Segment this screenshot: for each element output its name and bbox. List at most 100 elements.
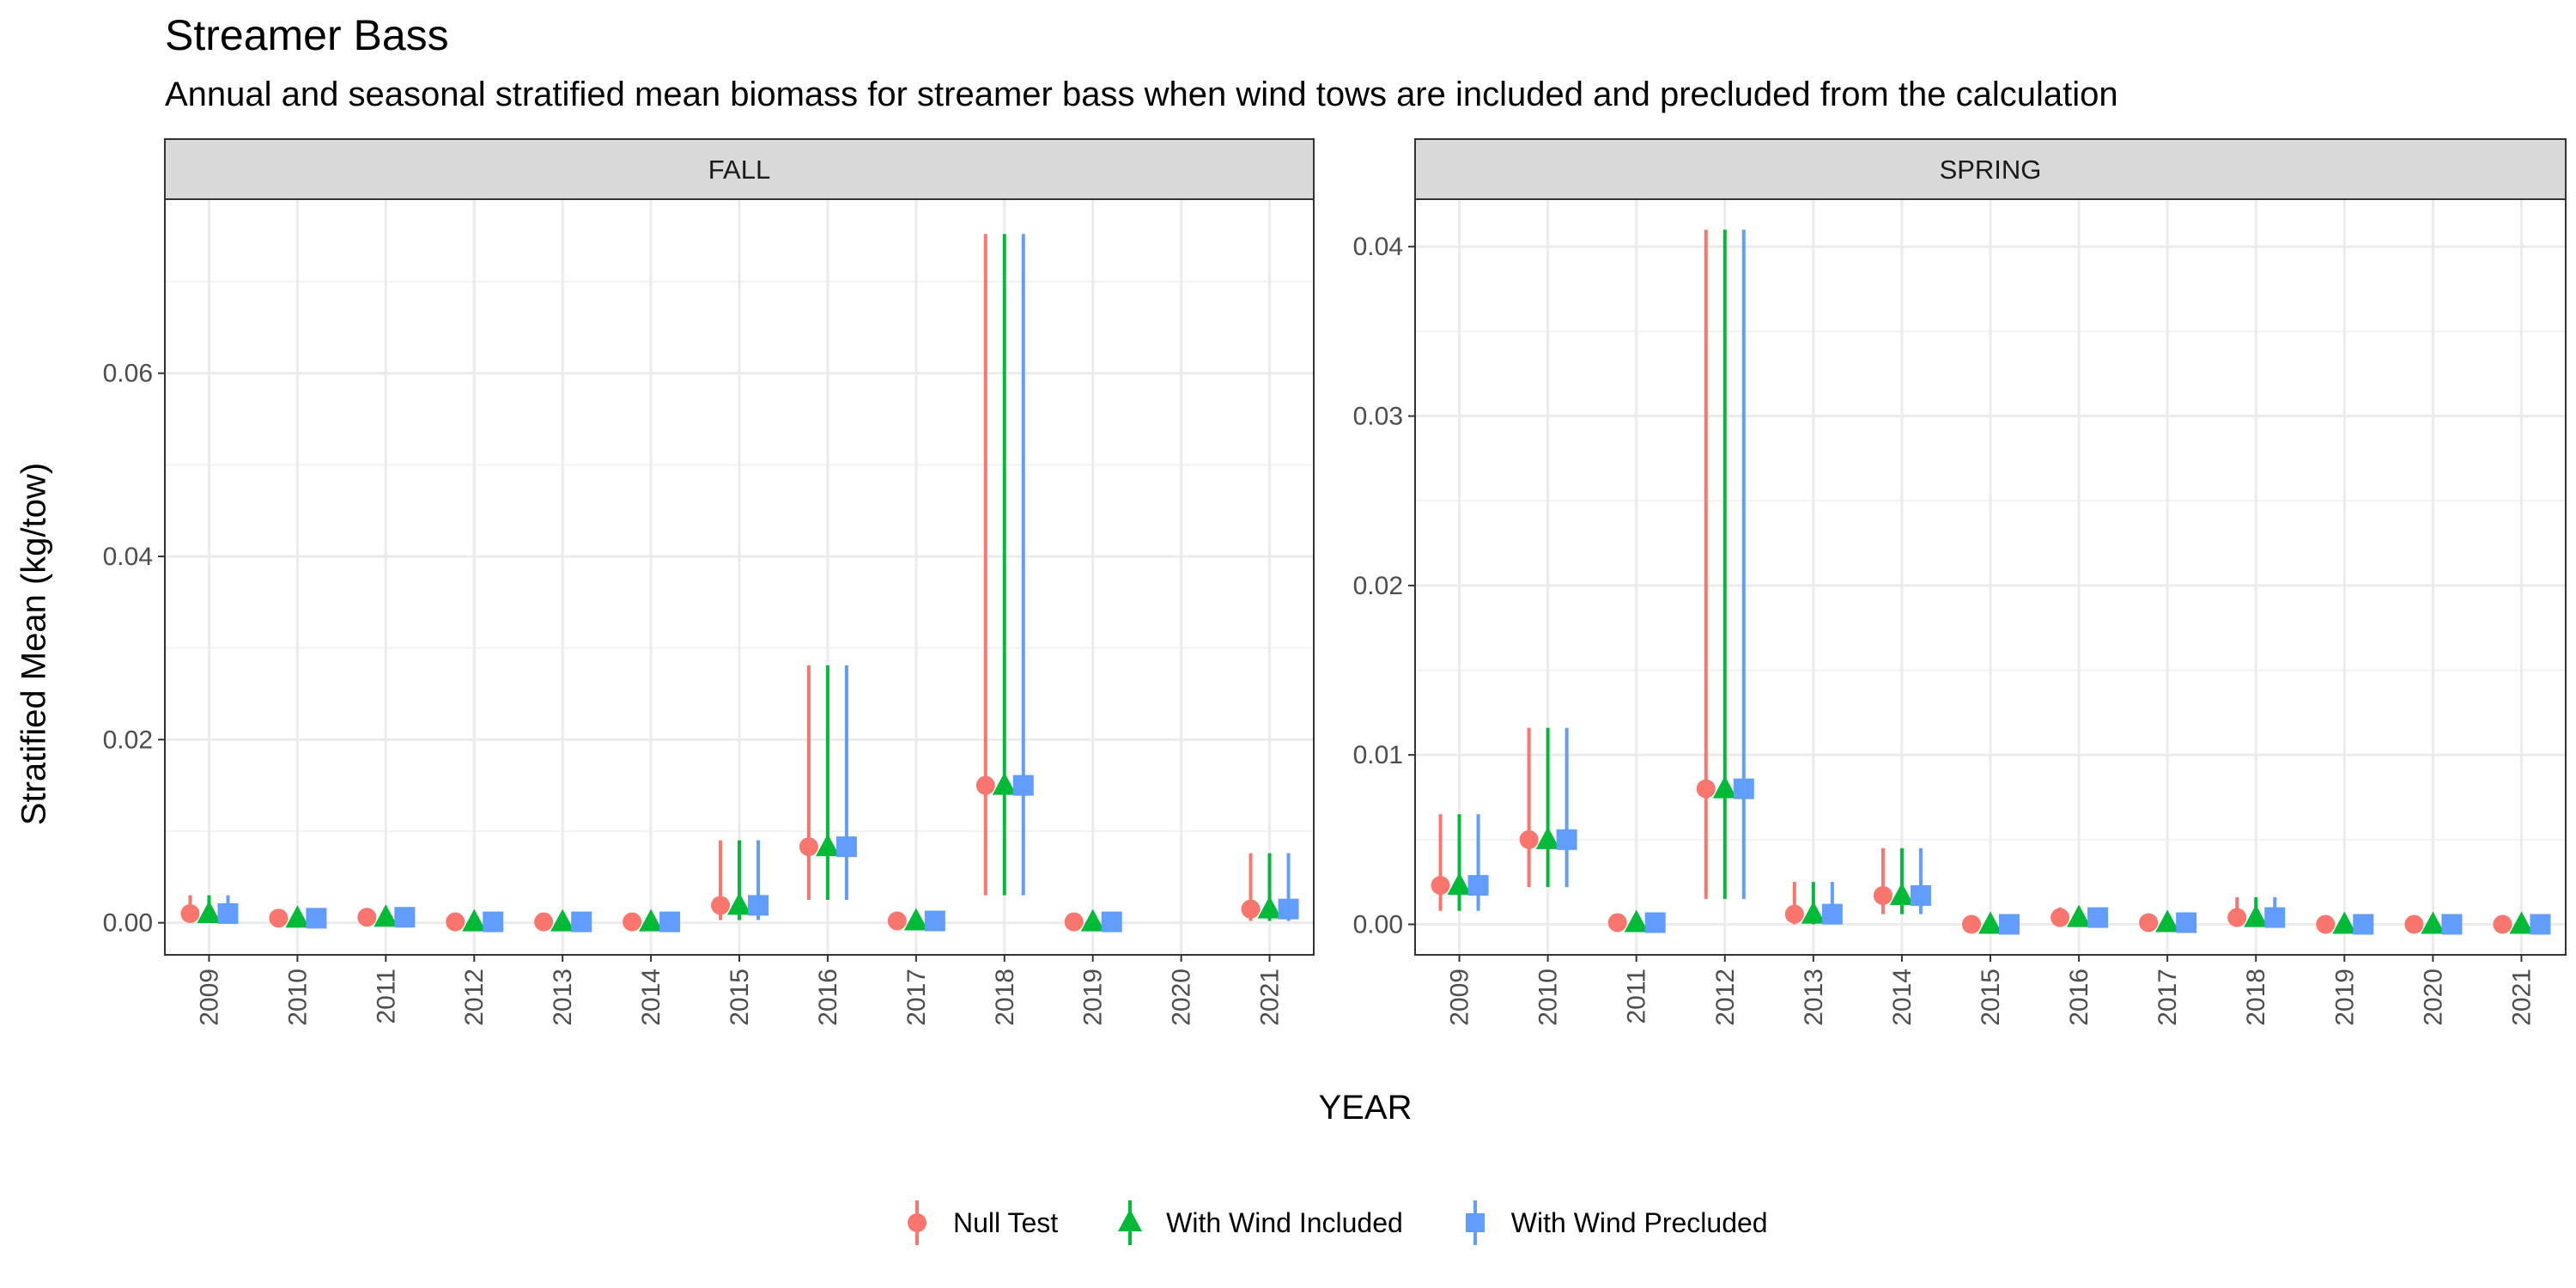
- spring-x-tick-label: 2011: [1623, 969, 1651, 1024]
- spring-point-null-test-2009: [1431, 876, 1450, 896]
- fall-point-with-wind-included-2011: [374, 904, 398, 927]
- chart-subtitle: Annual and seasonal stratified mean biom…: [165, 76, 2118, 113]
- spring-point-with-wind-precluded-2013: [1821, 903, 1843, 925]
- spring-x-tick-label: 2009: [1446, 969, 1474, 1026]
- legend-label: With Wind Precluded: [1510, 1206, 1768, 1238]
- fall-point-with-wind-included-2017: [903, 908, 928, 931]
- spring-point-with-wind-included-2014: [1889, 882, 1914, 905]
- spring-point-null-test-2016: [2050, 908, 2070, 927]
- fall-x-tick-label: 2018: [991, 969, 1019, 1026]
- fall-point-with-wind-included-2014: [639, 908, 664, 932]
- spring-point-null-test-2010: [1519, 829, 1539, 849]
- fall-point-null-test-2016: [799, 837, 818, 857]
- spring-point-with-wind-included-2009: [1447, 872, 1472, 896]
- fall-point-null-test-2013: [534, 912, 554, 932]
- legend-label: With Wind Included: [1166, 1206, 1403, 1238]
- spring-point-with-wind-included-2015: [1978, 911, 2002, 934]
- fall-x-tick-label: 2012: [460, 969, 489, 1026]
- spring-point-with-wind-included-2010: [1535, 826, 1560, 849]
- fall-point-null-test-2014: [623, 912, 642, 932]
- spring-x-tick-label: 2015: [1977, 969, 2005, 1026]
- fall-point-with-wind-included-2021: [1257, 896, 1282, 919]
- spring-x-tick-label: 2018: [2242, 969, 2270, 1026]
- fall-point-null-test-2021: [1241, 899, 1261, 919]
- spring-point-with-wind-precluded-2012: [1733, 778, 1754, 799]
- spring-point-with-wind-precluded-2015: [1999, 914, 2020, 935]
- fall-point-with-wind-included-2012: [462, 908, 487, 932]
- fall-x-tick-label: 2010: [283, 969, 312, 1026]
- spring-y-tick-label: 0.04: [1353, 233, 1403, 261]
- fall-point-null-test-2015: [711, 896, 730, 915]
- fall-point-with-wind-included-2015: [727, 892, 751, 915]
- spring-point-null-test-2019: [2316, 914, 2336, 934]
- legend-label: Null Test: [953, 1206, 1059, 1238]
- spring-x-tick-label: 2021: [2507, 969, 2536, 1026]
- spring-point-with-wind-precluded-2011: [1644, 912, 1666, 933]
- spring-point-null-test-2012: [1696, 779, 1716, 799]
- legend-item-with-wind-included: With Wind Included: [1106, 1197, 1403, 1249]
- fall-point-with-wind-precluded-2009: [217, 903, 239, 924]
- fall-point-with-wind-included-2013: [550, 908, 575, 932]
- spring-point-with-wind-precluded-2020: [2441, 914, 2463, 935]
- fall-point-with-wind-precluded-2018: [1012, 775, 1034, 796]
- spring-point-null-test-2018: [2227, 908, 2247, 927]
- spring-point-with-wind-precluded-2009: [1467, 875, 1489, 896]
- spring-point-null-test-2021: [2493, 914, 2512, 934]
- spring-point-with-wind-precluded-2017: [2176, 912, 2197, 933]
- fall-x-tick-label: 2020: [1168, 969, 1196, 1026]
- square-marker-icon: [1465, 1200, 1485, 1245]
- circle-marker-icon: [908, 1200, 927, 1245]
- fall-point-with-wind-precluded-2016: [835, 836, 857, 858]
- fall-point-with-wind-included-2019: [1080, 908, 1105, 932]
- spring-point-with-wind-precluded-2010: [1556, 829, 1577, 850]
- spring-point-with-wind-precluded-2014: [1910, 884, 1931, 906]
- spring-point-with-wind-precluded-2018: [2264, 907, 2286, 928]
- spring-strip: [1414, 138, 2567, 200]
- fall-point-null-test-2009: [180, 904, 200, 923]
- fall-x-tick-label: 2014: [637, 969, 665, 1026]
- fall-x-tick-label: 2011: [372, 969, 400, 1024]
- spring-y-tick-label: 0.01: [1353, 741, 1403, 769]
- fall-x-tick-label: 2017: [902, 969, 931, 1026]
- fall-point-null-test-2010: [269, 908, 289, 928]
- fall-point-with-wind-precluded-2011: [394, 907, 416, 928]
- fall-point-with-wind-precluded-2021: [1278, 898, 1299, 920]
- spring-point-with-wind-included-2018: [2244, 904, 2269, 927]
- spring-point-with-wind-included-2017: [2155, 909, 2180, 933]
- fall-x-tick-label: 2019: [1079, 969, 1108, 1026]
- spring-point-with-wind-included-2011: [1624, 909, 1649, 933]
- fall-y-tick-label: 0.00: [103, 909, 153, 938]
- spring-strip-label: SPRING: [1940, 155, 2042, 185]
- spring-x-tick-label: 2016: [2065, 969, 2093, 1026]
- fall-point-with-wind-precluded-2014: [659, 911, 681, 933]
- spring-y-tick-label: 0.02: [1353, 572, 1403, 600]
- spring-x-tick-label: 2019: [2330, 969, 2359, 1026]
- legend-item-null-test: Null Test: [893, 1197, 1058, 1249]
- fall-strip: [164, 138, 1315, 200]
- spring-point-with-wind-included-2019: [2332, 911, 2357, 934]
- spring-point-with-wind-precluded-2021: [2530, 914, 2551, 935]
- spring-point-with-wind-precluded-2016: [2087, 907, 2109, 928]
- fall-point-with-wind-included-2009: [197, 901, 222, 923]
- fall-point-with-wind-included-2016: [815, 834, 840, 857]
- spring-point-null-test-2017: [2139, 913, 2159, 933]
- fall-x-tick-label: 2013: [549, 969, 577, 1026]
- spring-point-with-wind-included-2016: [2067, 904, 2092, 927]
- fall-point-with-wind-precluded-2015: [748, 895, 769, 916]
- spring-point-null-test-2011: [1607, 913, 1627, 933]
- spring-point-null-test-2013: [1784, 904, 1804, 924]
- spring-y-tick-label: 0.03: [1353, 403, 1403, 431]
- spring-x-tick-label: 2014: [1888, 969, 1917, 1026]
- spring-point-null-test-2014: [1873, 885, 1893, 905]
- fall-point-with-wind-included-2018: [992, 772, 1017, 795]
- fall-point-null-test-2017: [887, 911, 907, 931]
- spring-point-with-wind-included-2012: [1712, 775, 1737, 799]
- spring-x-tick-label: 2010: [1534, 969, 1563, 1026]
- spring-y-tick-label: 0.00: [1353, 910, 1403, 939]
- fall-point-null-test-2018: [975, 775, 995, 795]
- fall-point-null-test-2012: [446, 912, 465, 932]
- fall-point-with-wind-precluded-2019: [1101, 911, 1122, 933]
- spring-point-with-wind-included-2021: [2509, 911, 2534, 934]
- fall-x-tick-label: 2009: [195, 969, 223, 1026]
